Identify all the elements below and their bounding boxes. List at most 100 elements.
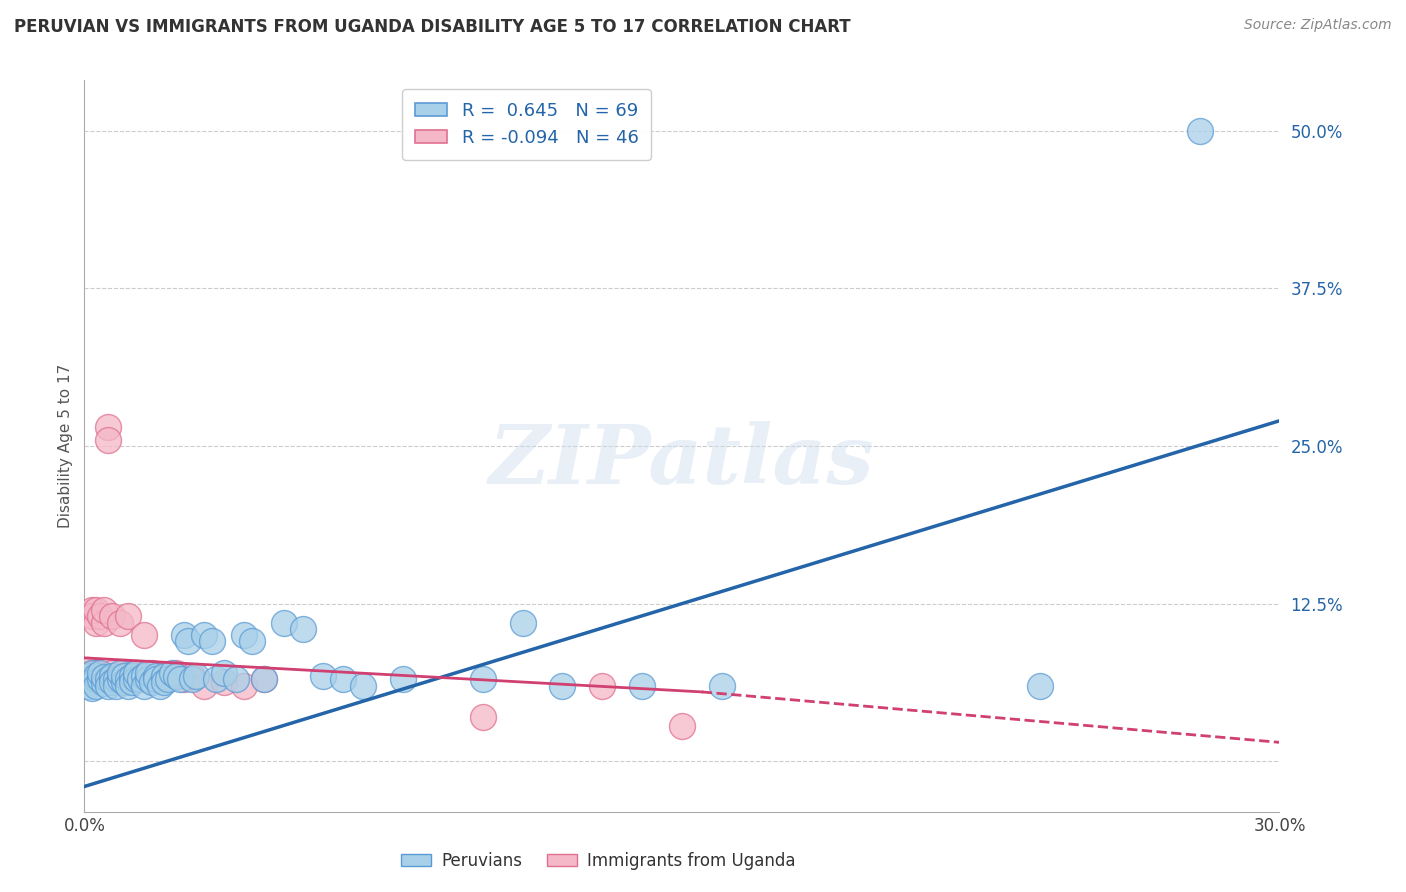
Point xyxy=(93,615,115,630)
Point xyxy=(184,668,207,682)
Point xyxy=(82,665,104,680)
Point xyxy=(232,628,254,642)
Point xyxy=(112,668,135,682)
Point xyxy=(117,673,139,687)
Point xyxy=(117,679,139,693)
Point xyxy=(77,679,100,693)
Point xyxy=(89,609,111,624)
Point xyxy=(145,673,167,687)
Point xyxy=(671,719,693,733)
Point xyxy=(93,670,115,684)
Point xyxy=(1029,679,1052,693)
Point xyxy=(1188,124,1211,138)
Point xyxy=(121,673,143,687)
Point xyxy=(193,628,215,642)
Point xyxy=(471,673,494,687)
Point xyxy=(110,673,132,687)
Point xyxy=(125,673,148,687)
Point xyxy=(153,668,176,682)
Point xyxy=(86,679,108,693)
Point xyxy=(110,673,132,687)
Point xyxy=(112,668,135,682)
Point xyxy=(149,679,172,693)
Point xyxy=(205,673,228,687)
Point xyxy=(201,634,224,648)
Point xyxy=(136,673,159,687)
Point xyxy=(141,674,163,689)
Point xyxy=(77,664,100,678)
Point xyxy=(77,668,100,682)
Point xyxy=(93,668,115,682)
Point xyxy=(105,668,128,682)
Legend: Peruvians, Immigrants from Uganda: Peruvians, Immigrants from Uganda xyxy=(394,846,803,877)
Point xyxy=(105,673,128,687)
Point xyxy=(253,673,276,687)
Point xyxy=(253,673,276,687)
Point xyxy=(97,420,120,434)
Point xyxy=(117,609,139,624)
Point xyxy=(129,673,152,687)
Point xyxy=(86,673,108,687)
Point xyxy=(136,673,159,687)
Point xyxy=(145,668,167,682)
Point xyxy=(93,603,115,617)
Point xyxy=(551,679,574,693)
Point xyxy=(225,673,247,687)
Point xyxy=(332,673,354,687)
Point xyxy=(89,665,111,680)
Point xyxy=(101,665,124,680)
Point xyxy=(86,615,108,630)
Point xyxy=(112,665,135,680)
Point xyxy=(110,615,132,630)
Point xyxy=(136,665,159,680)
Point xyxy=(591,679,613,693)
Point xyxy=(165,665,187,680)
Point xyxy=(180,668,202,682)
Text: PERUVIAN VS IMMIGRANTS FROM UGANDA DISABILITY AGE 5 TO 17 CORRELATION CHART: PERUVIAN VS IMMIGRANTS FROM UGANDA DISAB… xyxy=(14,18,851,36)
Point xyxy=(232,679,254,693)
Point xyxy=(240,634,263,648)
Point xyxy=(173,628,195,642)
Point xyxy=(82,681,104,695)
Point xyxy=(110,665,132,680)
Y-axis label: Disability Age 5 to 17: Disability Age 5 to 17 xyxy=(58,364,73,528)
Point xyxy=(121,668,143,682)
Point xyxy=(141,665,163,680)
Point xyxy=(512,615,534,630)
Point xyxy=(101,674,124,689)
Point xyxy=(153,673,176,687)
Point xyxy=(86,668,108,682)
Point xyxy=(160,668,183,682)
Point xyxy=(112,674,135,689)
Point xyxy=(77,673,100,687)
Text: Source: ZipAtlas.com: Source: ZipAtlas.com xyxy=(1244,18,1392,32)
Point xyxy=(132,628,156,642)
Point xyxy=(82,609,104,624)
Point xyxy=(125,665,148,680)
Point xyxy=(153,674,176,689)
Point xyxy=(125,668,148,682)
Point xyxy=(101,668,124,682)
Point xyxy=(121,674,143,689)
Point xyxy=(352,679,374,693)
Point xyxy=(710,679,733,693)
Point xyxy=(392,673,415,687)
Point xyxy=(173,673,195,687)
Point xyxy=(82,603,104,617)
Point xyxy=(77,673,100,687)
Point xyxy=(145,668,167,682)
Point xyxy=(82,674,104,689)
Point xyxy=(193,679,215,693)
Point xyxy=(89,673,111,687)
Point xyxy=(86,603,108,617)
Point xyxy=(631,679,654,693)
Point xyxy=(97,433,120,447)
Point xyxy=(89,673,111,687)
Point xyxy=(292,622,315,636)
Point xyxy=(169,673,191,687)
Point xyxy=(93,676,115,690)
Point xyxy=(212,665,235,680)
Point xyxy=(82,665,104,680)
Point xyxy=(117,673,139,687)
Point xyxy=(97,673,120,687)
